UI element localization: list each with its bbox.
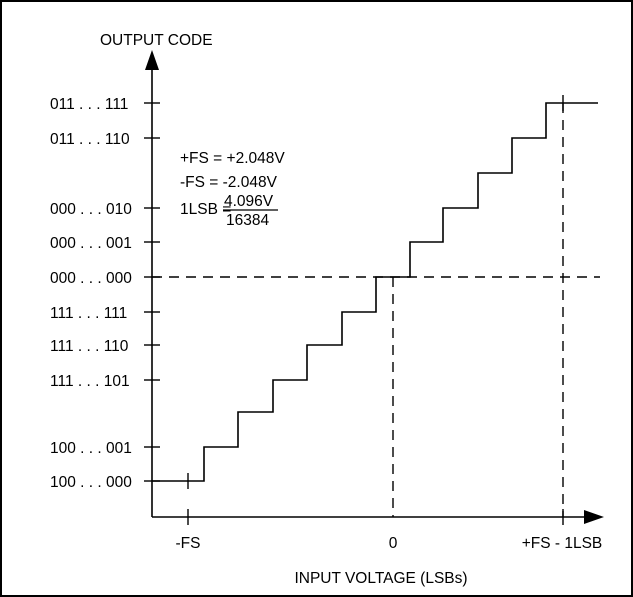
x-label-neg-fs: -FS (176, 535, 201, 552)
x-axis-title: INPUT VOLTAGE (LSBs) (294, 570, 467, 587)
annotation-lsb-denominator: 16384 (226, 212, 269, 229)
annotation-lsb-prefix: 1LSB = (180, 201, 231, 218)
y-code-label: 100 . . . 000 (50, 474, 132, 491)
y-code-label: 011 . . . 111 (50, 96, 128, 113)
transfer-staircase (152, 102, 598, 482)
y-code-label: 000 . . . 001 (50, 235, 132, 252)
y-code-label: 111 . . . 111 (50, 305, 127, 322)
annotation-neg-fs: -FS = -2.048V (180, 174, 278, 191)
y-code-label: 100 . . . 001 (50, 440, 132, 457)
y-code-label: 000 . . . 010 (50, 201, 132, 218)
y-code-label: 111 . . . 110 (50, 338, 129, 355)
x-axis-arrow (584, 510, 604, 524)
y-code-label: 011 . . . 110 (50, 131, 130, 148)
y-axis-title: OUTPUT CODE (100, 32, 213, 49)
annotation-pos-fs: +FS = +2.048V (180, 150, 285, 167)
x-label-zero: 0 (389, 535, 398, 552)
y-code-label: 000 . . . 000 (50, 270, 132, 287)
y-axis-arrow (145, 50, 159, 70)
y-code-label: 111 . . . 101 (50, 373, 130, 390)
x-label-pos-fs: +FS - 1LSB (522, 535, 603, 552)
annotation-lsb-numerator: 4.096V (224, 193, 274, 210)
